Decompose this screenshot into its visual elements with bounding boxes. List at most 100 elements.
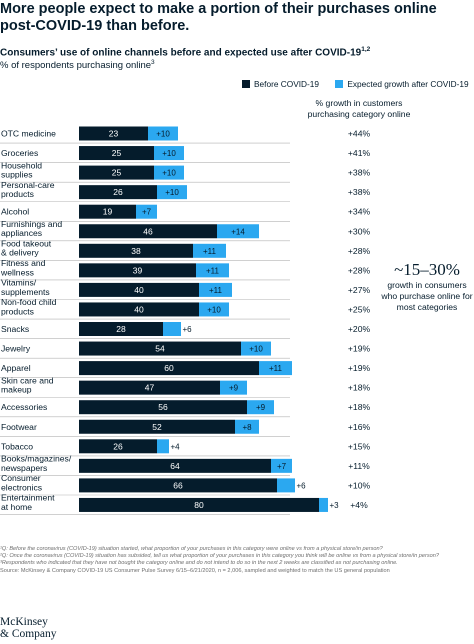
category-label-line: supplies bbox=[1, 170, 33, 180]
bar-chart: OTC medicine 23 +10 +44% Groceries 25 +10 +41% H… bbox=[0, 126, 371, 515]
category-label-line: Skin care and bbox=[1, 375, 54, 385]
chart-subtitle-text: Consumers’ use of online channels before… bbox=[0, 47, 362, 59]
value-label-before: 28 bbox=[116, 324, 126, 334]
bar-before bbox=[79, 185, 157, 200]
logo-line-1: McKinsey bbox=[0, 616, 48, 628]
value-label-growth: +3 bbox=[330, 501, 340, 510]
bar-growth bbox=[271, 458, 292, 473]
bar-before bbox=[79, 458, 271, 473]
value-label-before: 52 bbox=[152, 422, 162, 432]
category-label: OTC medicine bbox=[1, 129, 56, 139]
value-label-growth: +11 bbox=[269, 364, 283, 373]
category-label-line: & delivery bbox=[1, 248, 39, 258]
category-label: Tobacco bbox=[1, 441, 33, 451]
category-label-line: Personal-care bbox=[1, 180, 55, 190]
value-label-before: 38 bbox=[131, 246, 141, 256]
value-label-before: 54 bbox=[155, 344, 165, 354]
bar-before bbox=[79, 497, 319, 512]
category-label-line: wellness bbox=[0, 267, 34, 277]
category-label-line: at home bbox=[1, 502, 32, 512]
bar-before bbox=[79, 361, 259, 376]
value-label-growth: +10 bbox=[207, 305, 221, 314]
bar-before bbox=[79, 302, 199, 317]
category-label-line: electronics bbox=[1, 482, 42, 492]
footnotes: ¹Q: Before the coronavirus (COVID-19) si… bbox=[0, 546, 474, 575]
headline: More people expect to make a portion of … bbox=[0, 1, 437, 34]
bar-growth bbox=[319, 497, 328, 512]
growth-pct-label: +11% bbox=[348, 461, 370, 471]
chart-subtitle: Consumers’ use of online channels before… bbox=[0, 46, 474, 58]
category-label-line: Jewelry bbox=[1, 344, 31, 354]
growth-pct-label: +16% bbox=[348, 422, 371, 432]
bar-growth bbox=[241, 341, 271, 356]
mckinsey-logo: McKinsey & Company bbox=[0, 616, 57, 640]
category-label: Snacks bbox=[1, 324, 29, 334]
category-label-line: Snacks bbox=[1, 324, 29, 334]
category-label: Personal-care products bbox=[1, 180, 55, 199]
bar-before bbox=[79, 224, 217, 239]
growth-pct-label: +38% bbox=[348, 187, 371, 197]
legend-label-growth: Expected growth after COVID-19 bbox=[347, 79, 469, 89]
category-label-line: Food takeout bbox=[1, 239, 52, 249]
growth-pct-label: +19% bbox=[348, 344, 371, 354]
bar-growth bbox=[247, 400, 274, 415]
bar-before bbox=[79, 243, 193, 258]
bar-growth bbox=[259, 361, 292, 376]
bar-before bbox=[79, 380, 220, 395]
value-label-before: 60 bbox=[164, 363, 174, 373]
category-label: Jewelry bbox=[1, 344, 31, 354]
value-label-growth: +10 bbox=[162, 169, 176, 178]
value-label-growth: +10 bbox=[165, 188, 179, 197]
category-label-line: OTC medicine bbox=[1, 129, 56, 139]
category-label: Footwear bbox=[1, 422, 37, 432]
category-label: Alcohol bbox=[1, 207, 29, 217]
category-label: Consumer electronics bbox=[1, 473, 42, 492]
value-label-before: 25 bbox=[112, 168, 122, 178]
category-label-line: Furnishings and bbox=[1, 219, 62, 229]
value-label-before: 56 bbox=[158, 402, 168, 412]
value-label-growth: +7 bbox=[277, 462, 287, 471]
bar-growth bbox=[154, 165, 184, 180]
callout-figure: ~15–30% bbox=[394, 260, 460, 279]
category-label: Food takeout & delivery bbox=[1, 239, 52, 258]
category-label: Books/magazines/newspapers bbox=[1, 454, 72, 473]
growth-pct-label: +19% bbox=[348, 363, 371, 373]
growth-pct-label: +10% bbox=[348, 480, 371, 490]
category-label: Non-food child products bbox=[1, 297, 57, 316]
source-note: Source: McKinsey & Company COVID-19 US C… bbox=[0, 567, 390, 574]
growth-pct-label: +4% bbox=[350, 500, 368, 510]
value-label-growth: +6 bbox=[183, 325, 193, 334]
growth-pct-label: +15% bbox=[348, 441, 371, 451]
value-label-growth: +10 bbox=[156, 130, 170, 139]
value-label-growth: +10 bbox=[162, 149, 176, 158]
category-label: Groceries bbox=[1, 148, 38, 158]
chart-unit-footnote-ref: 3 bbox=[151, 59, 155, 66]
category-label-line: Alcohol bbox=[1, 207, 29, 217]
category-label-line: Consumer bbox=[1, 473, 41, 483]
bar-growth bbox=[163, 322, 181, 336]
category-label: Skin care and makeup bbox=[1, 375, 54, 394]
bar-before bbox=[79, 165, 154, 180]
logo-line-2: & Company bbox=[0, 628, 57, 640]
category-label-line: Non-food child bbox=[1, 297, 57, 307]
value-label-growth: +8 bbox=[242, 423, 252, 432]
bar-growth bbox=[277, 478, 295, 493]
growth-column-title: % growth in customers purchasing categor… bbox=[307, 98, 411, 119]
legend-swatch-before bbox=[242, 80, 250, 88]
value-label-before: 26 bbox=[113, 441, 123, 451]
bar-growth bbox=[220, 380, 247, 395]
value-label-growth: +9 bbox=[229, 384, 239, 393]
bar-before bbox=[79, 204, 136, 219]
footnote-2: ²Q: Once the coronavirus (COVID-19) situ… bbox=[0, 553, 440, 560]
growth-pct-label: +25% bbox=[348, 304, 371, 314]
value-label-growth: +9 bbox=[256, 403, 266, 412]
bar-growth bbox=[193, 243, 226, 258]
bar-before bbox=[79, 400, 247, 415]
category-label-line: Vitamins/ bbox=[1, 278, 37, 288]
legend-swatch-growth bbox=[335, 80, 344, 88]
growth-pct-label: +18% bbox=[348, 402, 371, 412]
category-label-line: makeup bbox=[1, 385, 32, 395]
category-label-line: Groceries bbox=[1, 148, 38, 158]
bar-growth bbox=[217, 224, 259, 239]
category-label: Entertainment at home bbox=[1, 493, 55, 512]
